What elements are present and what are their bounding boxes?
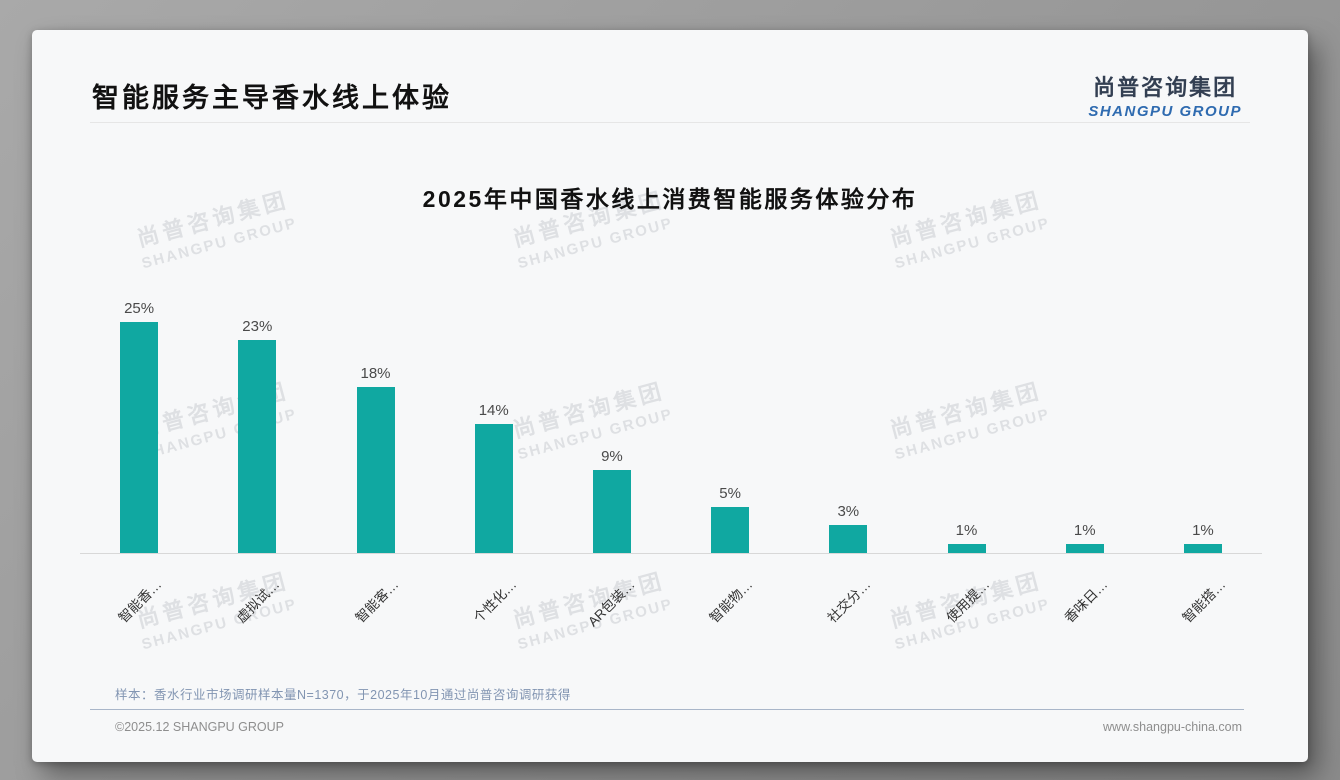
bar-column: 3% bbox=[789, 503, 907, 553]
chart-title: 2025年中国香水线上消费智能服务体验分布 bbox=[422, 186, 918, 212]
bar-value-label: 18% bbox=[360, 364, 391, 382]
bar-column: 18% bbox=[316, 365, 434, 553]
bar-value-label: 1% bbox=[955, 521, 978, 539]
bar-column: 23% bbox=[198, 318, 316, 553]
plot: 25% 23% 18% 14% 9% 5% 3% 1% 1% 1% bbox=[80, 295, 1262, 553]
bar-value-label: 5% bbox=[719, 484, 741, 502]
bar bbox=[238, 340, 277, 553]
x-axis-label: 使用提… bbox=[943, 576, 992, 626]
x-axis-line bbox=[80, 553, 1262, 554]
report-card: 尚普咨询集团 SHANGPU GROUP 尚普咨询集团 SHANGPU GROUP 尚普… bbox=[32, 30, 1308, 762]
x-axis-label-slot: 个性化… bbox=[435, 554, 553, 646]
page-title: 智能服务主导香水线上体验 bbox=[92, 83, 452, 113]
bar-column: 1% bbox=[1144, 522, 1262, 553]
bar bbox=[356, 386, 395, 553]
x-axis-label: 智能香… bbox=[115, 576, 165, 626]
bar bbox=[592, 469, 631, 553]
bar-column: 1% bbox=[907, 522, 1025, 553]
watermark-en: SHANGPU GROUP bbox=[515, 214, 675, 273]
bar-column: 14% bbox=[435, 402, 553, 553]
bar-value-label: 1% bbox=[1073, 521, 1096, 539]
bar-column: 25% bbox=[80, 300, 198, 553]
bar-column: 5% bbox=[671, 485, 789, 553]
x-axis-label-slot: AR包装… bbox=[553, 554, 671, 646]
x-axis-label: 个性化… bbox=[470, 576, 520, 626]
x-axis-label-slot: 香味日… bbox=[1026, 554, 1144, 646]
sample-footnote: 样本：香水行业市场调研样本量N=1370，于2025年10月通过尚普咨询调研获得 bbox=[115, 688, 571, 702]
x-axis-label: 虚拟试… bbox=[233, 576, 283, 626]
bar bbox=[474, 423, 513, 553]
x-axis-label-slot: 社交分… bbox=[789, 554, 907, 646]
bar bbox=[711, 506, 750, 553]
x-axis-label-slot: 智能物… bbox=[671, 554, 789, 646]
bar-value-label: 25% bbox=[124, 300, 155, 317]
bar bbox=[1183, 543, 1222, 553]
x-axis-label-slot: 虚拟试… bbox=[198, 554, 316, 646]
x-axis-label-slot: 智能香… bbox=[80, 554, 198, 646]
bar-column: 1% bbox=[1026, 522, 1144, 553]
bar-column: 9% bbox=[553, 448, 671, 553]
x-axis-labels-row: 智能香… 虚拟试… 智能客… 个性化… AR包装… 智能物… 社交分… 使用提… 香味日… 智能搭… bbox=[80, 554, 1262, 646]
x-axis-label: 智能物… bbox=[706, 576, 756, 626]
x-axis-label-slot: 智能搭… bbox=[1144, 554, 1262, 646]
footer-divider bbox=[90, 709, 1244, 710]
bar-value-label: 1% bbox=[1192, 521, 1214, 539]
bar-chart: 25% 23% 18% 14% 9% 5% 3% 1% 1% 1% 智能香… 虚拟试… 智能客… 个性化… bbox=[80, 295, 1262, 646]
logo-english-name: SHANGPU GROUP bbox=[1088, 103, 1242, 120]
bar-value-label: 3% bbox=[837, 503, 860, 521]
watermark-en: SHANGPU GROUP bbox=[139, 214, 299, 273]
x-axis-label-slot: 使用提… bbox=[907, 554, 1025, 646]
footer-bar: ©2025.12 SHANGPU GROUP www.shangpu-china… bbox=[115, 720, 1242, 734]
x-axis-label: 智能搭… bbox=[1179, 576, 1229, 626]
website-link[interactable]: www.shangpu-china.com bbox=[1103, 720, 1242, 734]
watermark-en: SHANGPU GROUP bbox=[892, 214, 1052, 273]
bar bbox=[947, 543, 986, 553]
bar bbox=[829, 525, 868, 553]
logo-chinese-name: 尚普咨询集团 bbox=[1093, 75, 1238, 100]
company-logo: 尚普咨询集团 SHANGPU GROUP bbox=[1088, 70, 1242, 120]
x-axis-label: 社交分… bbox=[824, 576, 874, 626]
copyright-text: ©2025.12 SHANGPU GROUP bbox=[115, 720, 284, 734]
bar-value-label: 14% bbox=[478, 401, 509, 419]
bar bbox=[1065, 543, 1104, 553]
x-axis-label-slot: 智能客… bbox=[316, 554, 434, 646]
x-axis-label: 智能客… bbox=[352, 576, 401, 626]
x-axis-label: 香味日… bbox=[1061, 576, 1111, 626]
bar-value-label: 23% bbox=[242, 318, 273, 336]
x-axis-label: AR包装… bbox=[584, 576, 638, 630]
header-divider bbox=[90, 122, 1250, 123]
bar-value-label: 9% bbox=[601, 447, 623, 465]
bar bbox=[120, 322, 159, 553]
